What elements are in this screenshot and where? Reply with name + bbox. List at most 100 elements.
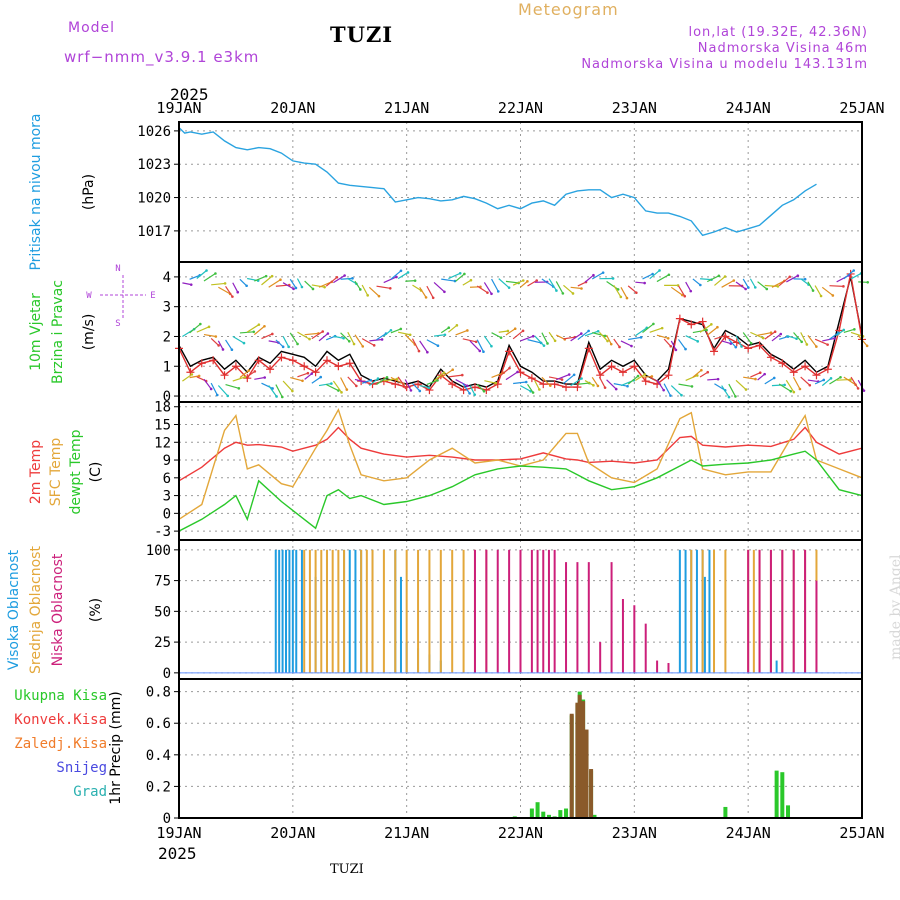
wind-vector	[254, 376, 265, 380]
wind-vector	[498, 330, 508, 333]
wind-vector	[670, 340, 677, 351]
wind-vector	[598, 331, 609, 342]
wind-vector-head	[740, 345, 743, 348]
wind-vector-head	[609, 342, 613, 346]
wind-vector	[771, 384, 785, 387]
wind-vector	[800, 332, 808, 345]
wind-vector-head	[808, 383, 812, 387]
wind-vector	[476, 339, 484, 352]
wind-vector-head	[580, 377, 583, 380]
wind-vector	[785, 379, 795, 393]
wind-vector	[455, 379, 468, 387]
wind-vector-head	[236, 290, 240, 294]
wind-vector	[613, 383, 628, 387]
wind-vector	[282, 282, 294, 290]
elevation-label: Nadmorska Visina 46m	[697, 41, 868, 56]
wind-vector	[440, 327, 450, 334]
wind-vector-head	[849, 378, 852, 381]
wind-vector-head	[815, 345, 818, 348]
wind-vector	[692, 329, 707, 334]
wind-vector-head	[280, 395, 284, 399]
wind-vector-head	[253, 370, 257, 373]
wind-vector	[419, 286, 427, 298]
wind-vector	[462, 383, 471, 394]
wind-vector	[829, 376, 841, 385]
wind-vector	[311, 376, 322, 384]
wind-vector-head	[369, 378, 373, 382]
wind-vector-head	[660, 326, 664, 330]
wind-vector-head	[207, 325, 211, 329]
wind-vector	[700, 278, 712, 281]
gust-marker	[391, 380, 400, 389]
gust-marker	[789, 368, 798, 377]
wind-vector-head	[507, 286, 511, 289]
wind-vector-head	[345, 388, 349, 391]
wind-vector-head	[231, 295, 234, 298]
wind-vector	[728, 383, 736, 397]
model-elevation-label: Nadmorska Visina u modelu 143.131m	[581, 57, 868, 72]
wind-vector	[627, 375, 639, 385]
wind-vector	[340, 277, 353, 280]
gust-marker	[266, 365, 275, 374]
wind-vector-head	[800, 340, 803, 344]
wind-vector	[807, 379, 819, 383]
wind-vector-head	[798, 387, 802, 391]
gust-marker	[801, 362, 810, 371]
wind-vector-head	[538, 388, 541, 391]
wind-vector-head	[630, 344, 633, 348]
wind-vector	[677, 285, 686, 297]
wind-vector	[318, 333, 329, 342]
x-tick-label-bottom: 23JAN	[612, 824, 657, 842]
wind-vector-head	[734, 395, 737, 398]
wind-vector-head	[626, 384, 629, 388]
gust-marker	[277, 353, 286, 362]
wind-vector	[635, 373, 646, 381]
gust-marker	[311, 368, 320, 377]
wind-vector-head	[773, 330, 777, 334]
wind-vector	[821, 377, 832, 387]
wind-vector-head	[852, 269, 856, 272]
wind-vector	[620, 340, 632, 347]
wind-vector	[268, 279, 281, 288]
wind-vector	[333, 335, 344, 339]
wind-vector-head	[508, 366, 511, 370]
y-tick-label: 1020	[137, 191, 171, 207]
wind-vector-head	[214, 272, 217, 275]
wind-vector-head	[580, 332, 583, 335]
wind-vector-head	[335, 276, 339, 279]
wind-vector-head	[490, 344, 493, 348]
wind-vector	[750, 372, 761, 378]
wind-vector	[254, 275, 267, 282]
wind-vector-head	[614, 387, 618, 391]
gust-marker	[448, 380, 457, 389]
wind-vector	[764, 284, 778, 287]
wind-vector	[397, 376, 407, 389]
wind-vector-head	[744, 287, 747, 291]
wind-vector	[757, 281, 768, 290]
wind-vector	[297, 372, 309, 378]
wind-vector	[707, 378, 719, 381]
wind-vector-head	[463, 272, 466, 276]
wind-vector	[210, 338, 220, 346]
wind-vector	[792, 376, 801, 390]
wind-vector-head	[281, 345, 285, 349]
wind-vector	[584, 274, 594, 283]
wind-vector	[383, 276, 397, 284]
station-title: TUZI	[330, 22, 394, 47]
wind-vector-head	[361, 345, 365, 348]
wind-vector	[304, 373, 313, 380]
wind-vector-head	[862, 389, 866, 392]
wind-vector	[390, 270, 402, 280]
wind-vector-head	[635, 291, 638, 295]
wind-vector-head	[555, 289, 558, 292]
wind-vector	[268, 340, 279, 344]
wind-vector	[678, 339, 687, 350]
wind-vector-head	[652, 322, 655, 326]
gust-marker	[254, 356, 263, 365]
wind-vector-head	[347, 340, 351, 343]
wind-vector	[217, 385, 229, 397]
wind-vector	[556, 373, 570, 381]
wind-vector	[786, 275, 799, 283]
wind-vector	[642, 323, 654, 334]
wind-vector	[347, 278, 357, 285]
